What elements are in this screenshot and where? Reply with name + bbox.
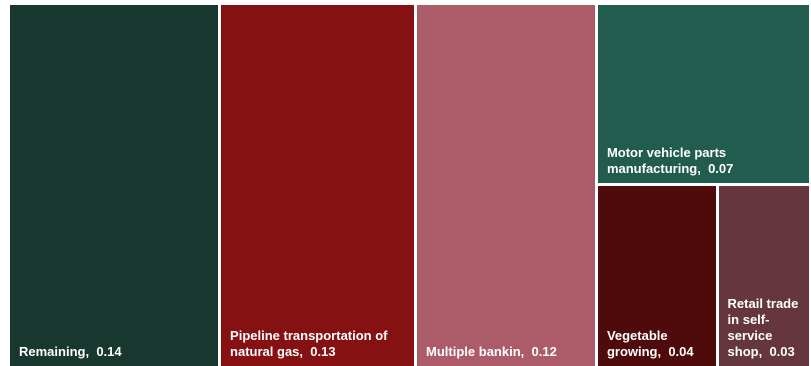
tile-label-multiple-banking: Multiple bankin, 0.12 [426,344,557,359]
tile-pipeline-transportation: Pipeline transportation of natural gas, … [221,5,415,366]
tile-multiple-banking: Multiple bankin, 0.12 [417,5,595,366]
tile-retail-trade: Retail trade in self-service shop, 0.03 [718,185,809,366]
tile-label-pipeline-transportation: Pipeline transportation of natural gas, … [230,328,388,359]
tile-remaining: Remaining, 0.14 [10,5,219,366]
tile-motor-vehicle-parts: Motor vehicle parts manufacturing, 0.07 [597,5,809,183]
tile-vegetable-growing: Vegetable growing, 0.04 [597,185,716,366]
tile-label-retail-trade: Retail trade in self-service shop, 0.03 [727,296,799,359]
tile-label-vegetable-growing: Vegetable growing, 0.04 [606,328,694,359]
tile-label-remaining: Remaining, 0.14 [19,344,122,359]
tile-label-motor-vehicle-parts: Motor vehicle parts manufacturing, 0.07 [606,144,734,176]
